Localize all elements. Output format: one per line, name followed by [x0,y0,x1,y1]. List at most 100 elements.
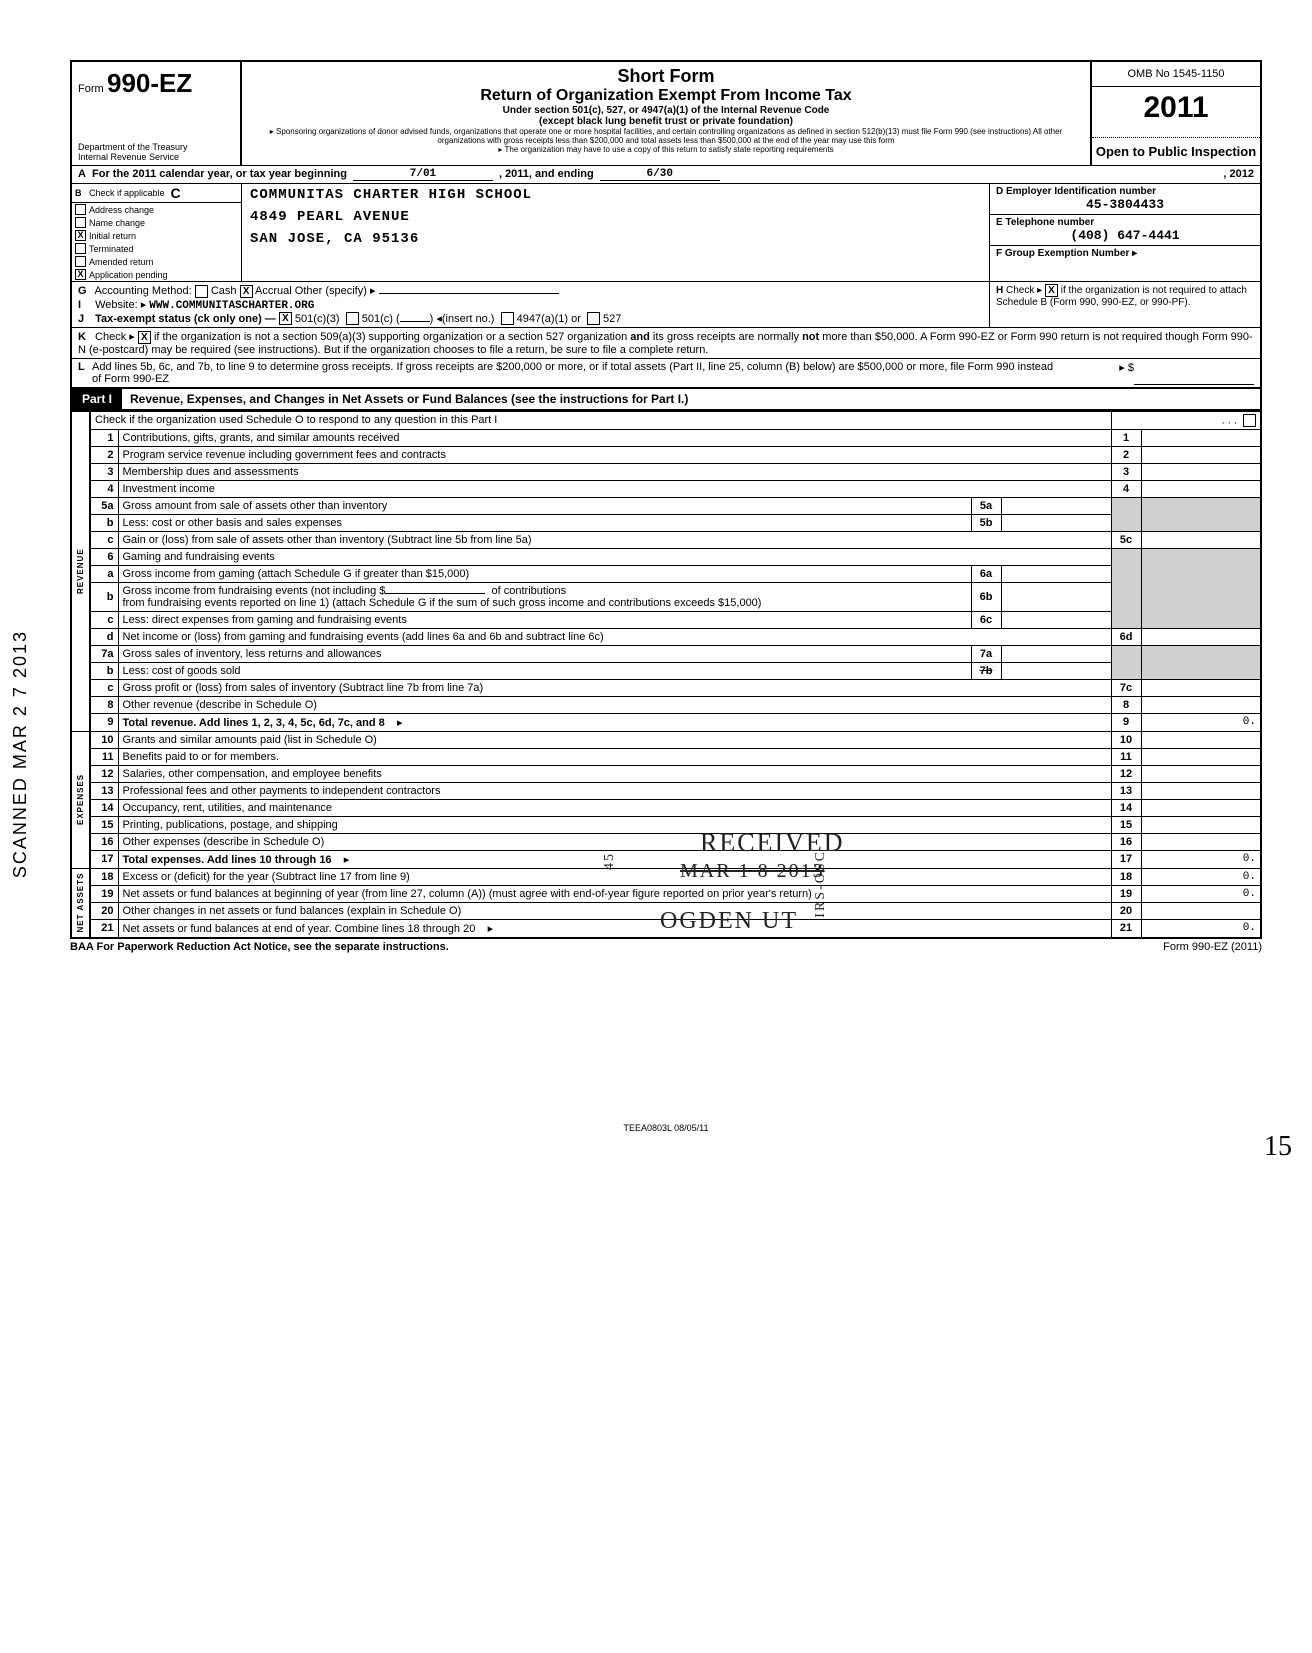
check-schedule-o[interactable] [1243,414,1256,427]
lbl-amended: Amended return [89,257,154,267]
line-3: Membership dues and assessments [118,463,1111,480]
check-accrual[interactable]: X [240,285,253,298]
row-a: A For the 2011 calendar year, or tax yea… [70,165,1262,184]
row-k: K Check ▸ X if the organization is not a… [70,327,1262,358]
form-prefix: Form [78,83,104,95]
scanned-stamp: SCANNED MAR 2 7 2013 [10,630,31,878]
footer-code: TEEA0803L 08/05/11 [70,1123,1262,1133]
org-name: COMMUNITAS CHARTER HIGH SCHOOL [242,184,989,206]
check-501c3[interactable]: X [279,312,292,325]
line-10: Grants and similar amounts paid (list in… [118,731,1111,748]
line-13: Professional fees and other payments to … [118,782,1111,799]
row-l-arrow: ▸ $ [1054,361,1134,385]
check-terminated[interactable] [75,243,86,254]
label-j: J [78,313,92,325]
accounting-method-label: Accounting Method: [94,285,191,297]
lbl-accrual: Accrual [255,285,292,297]
website-value: WWW.COMMUNITASCHARTER.ORG [149,300,314,312]
form-header: Form 990-EZ Department of the Treasury I… [70,60,1262,165]
footer-form: Form 990-EZ (2011) [1163,941,1262,953]
form-number: 990-EZ [107,68,192,98]
line-5c: Gain or (loss) from sale of assets other… [118,531,1111,548]
check-h[interactable]: X [1045,284,1058,297]
dept-irs: Internal Revenue Service [78,153,188,163]
side-expenses: EXPENSES [71,731,90,868]
lbl-address-change: Address change [89,205,154,215]
part-1-label: Part I [72,389,122,409]
label-d-ein: D Employer Identification number [996,186,1156,197]
stamp-date: MAR 1 8 2013 [680,860,825,883]
line-4: Investment income [118,480,1111,497]
val-19: 0. [1141,885,1261,902]
check-address-change[interactable] [75,204,86,215]
org-address: 4849 PEARL AVENUE [242,206,989,228]
subtitle-4: ▸ The organization may have to use a cop… [250,145,1082,154]
lbl-501c-open: 501(c) ( [362,313,400,325]
side-net-assets: NET ASSETS [71,868,90,938]
lbl-4947: 4947(a)(1) or [517,313,581,325]
label-h: H [996,285,1003,296]
line-11: Benefits paid to or for members. [118,748,1111,765]
stamp-irs: IRS-OSC [813,850,829,918]
check-schedule-o-line: Check if the organization used Schedule … [90,411,1111,429]
lbl-501c-close: ) ◂(insert no.) [430,313,495,325]
val-18: 0. [1141,868,1261,885]
val-21: 0. [1141,919,1261,938]
label-e-phone: E Telephone number [996,217,1094,228]
part-1-table: REVENUE Check if the organization used S… [70,411,1262,939]
side-revenue: REVENUE [71,411,90,731]
part-1-header: Part I Revenue, Expenses, and Changes in… [70,389,1262,411]
subtitle-2: (except black lung benefit trust or priv… [250,116,1082,127]
lbl-other-specify: Other (specify) ▸ [295,285,376,297]
footer-row: BAA For Paperwork Reduction Act Notice, … [70,939,1262,953]
page-number: 15 [1264,1131,1292,1163]
label-c: C [165,185,181,201]
line-5b: Less: cost or other basis and sales expe… [118,514,971,531]
row-k-text: if the organization is not a section 509… [78,331,1253,356]
h-check-text: Check ▸ [1006,285,1042,296]
year-end: 6/30 [600,168,720,181]
row-ghi: G Accounting Method: Cash X Accrual Othe… [70,281,1262,327]
lbl-initial-return: Initial return [89,231,136,241]
year-begin: 7/01 [353,168,493,181]
check-4947[interactable] [501,312,514,325]
ein-value: 45-3804433 [996,197,1254,212]
label-i: I [78,299,92,311]
block-bcdef: BCheck if applicableC Address change Nam… [70,184,1262,281]
check-name-change[interactable] [75,217,86,228]
check-501c[interactable] [346,312,359,325]
line-7a: Gross sales of inventory, less returns a… [118,645,971,662]
line-8: Other revenue (describe in Schedule O) [118,696,1111,713]
line-6c: Less: direct expenses from gaming and fu… [118,611,971,628]
subtitle-1: Under section 501(c), 527, or 4947(a)(1)… [250,105,1082,116]
check-k[interactable]: X [138,331,151,344]
line-19: Net assets or fund balances at beginning… [118,885,1111,902]
lbl-527: 527 [603,313,621,325]
lbl-terminated: Terminated [89,244,134,254]
omb-number: OMB No 1545-1150 [1092,62,1260,87]
line-18: Excess or (deficit) for the year (Subtra… [118,868,1111,885]
tax-exempt-label: Tax-exempt status (ck only one) — [95,313,276,325]
line-5a: Gross amount from sale of assets other t… [118,497,971,514]
line-21: Net assets or fund balances at end of ye… [118,919,1111,938]
part-1-title: Revenue, Expenses, and Changes in Net As… [122,392,688,406]
row-a-endyear: , 2012 [1223,168,1254,181]
row-a-mid: , 2011, and ending [499,168,594,181]
line-6b: Gross income from fundraising events (no… [118,582,971,611]
line-6a: Gross income from gaming (attach Schedul… [118,565,971,582]
row-l: L Add lines 5b, 6c, and 7b, to line 9 to… [70,358,1262,389]
line-7b: Less: cost of goods sold [118,662,971,679]
line-1: Contributions, gifts, grants, and simila… [118,429,1111,446]
check-if-applicable: Check if applicable [89,188,165,198]
check-527[interactable] [587,312,600,325]
check-cash[interactable] [195,285,208,298]
label-k: K [78,331,92,343]
line-6: Gaming and fundraising events [118,548,1111,565]
line-20: Other changes in net assets or fund bala… [118,902,1111,919]
check-initial-return[interactable]: X [75,230,86,241]
check-amended[interactable] [75,256,86,267]
title-return: Return of Organization Exempt From Incom… [250,87,1082,105]
stamp-45: 45 [602,852,618,870]
check-application-pending[interactable]: X [75,269,86,280]
tax-year: 2011 [1092,87,1260,138]
